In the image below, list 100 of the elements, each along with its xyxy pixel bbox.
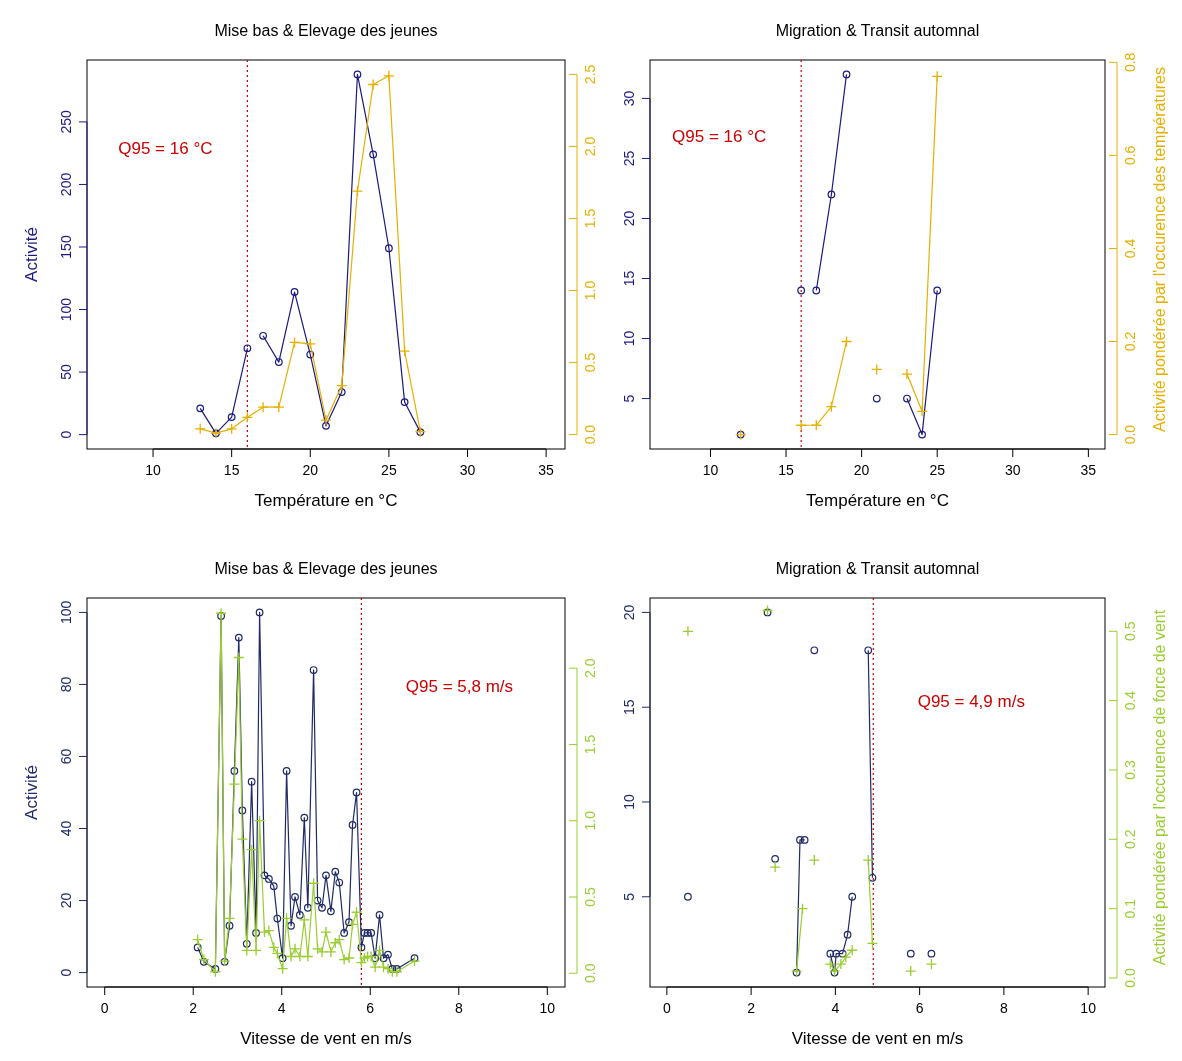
point bbox=[840, 951, 852, 963]
point bbox=[903, 394, 911, 403]
y-tick-label: 100 bbox=[58, 297, 74, 322]
y-axis-title: Activité bbox=[22, 765, 41, 820]
y2-tick-label: 0.2 bbox=[1122, 331, 1138, 352]
point bbox=[236, 833, 248, 845]
point bbox=[238, 806, 247, 815]
point bbox=[840, 335, 853, 348]
point bbox=[215, 607, 227, 619]
x-tick-label: 2 bbox=[189, 1000, 198, 1016]
y-tick-label: 150 bbox=[58, 235, 74, 259]
point bbox=[306, 350, 315, 359]
point bbox=[247, 777, 256, 786]
point bbox=[352, 788, 361, 797]
point bbox=[227, 413, 236, 421]
point bbox=[375, 911, 384, 919]
point bbox=[245, 844, 258, 856]
point bbox=[250, 944, 262, 957]
point bbox=[797, 286, 806, 295]
point bbox=[300, 813, 309, 822]
y2-tick-label: 0.5 bbox=[1122, 621, 1138, 642]
x-tick-label: 10 bbox=[145, 462, 162, 478]
y-tick-label: 10 bbox=[621, 330, 637, 347]
point bbox=[336, 379, 348, 392]
x-tick-label: 8 bbox=[454, 1000, 463, 1016]
point bbox=[763, 608, 772, 617]
point bbox=[298, 914, 310, 926]
y-tick-label: 5 bbox=[621, 892, 637, 901]
point bbox=[295, 911, 304, 919]
point bbox=[329, 937, 341, 949]
x-tick-label: 4 bbox=[831, 1000, 840, 1016]
point bbox=[848, 892, 857, 901]
point bbox=[862, 854, 874, 866]
point bbox=[346, 918, 359, 931]
point bbox=[872, 394, 881, 403]
point bbox=[194, 423, 206, 435]
x-tick-label: 30 bbox=[459, 462, 476, 478]
x-tick-label: 0 bbox=[662, 1000, 671, 1016]
point bbox=[320, 414, 332, 426]
point bbox=[846, 944, 858, 956]
y-tick-label: 30 bbox=[621, 90, 637, 107]
point bbox=[241, 411, 254, 423]
ref-line-label: Q95 = 5,8 m/s bbox=[405, 676, 514, 696]
point bbox=[269, 882, 278, 891]
point bbox=[355, 956, 368, 969]
y-tick-label: 20 bbox=[621, 210, 637, 227]
point bbox=[864, 646, 873, 655]
point bbox=[373, 944, 386, 957]
y2-tick-label: 2.0 bbox=[582, 136, 598, 157]
y-axis-title: Activité bbox=[22, 227, 41, 282]
point bbox=[318, 903, 326, 912]
point bbox=[225, 921, 234, 930]
point bbox=[408, 955, 421, 967]
point bbox=[796, 903, 809, 915]
point bbox=[350, 906, 363, 918]
ref-line-label: Q95 = 16 °C bbox=[672, 126, 767, 146]
y2-tick-label: 1.5 bbox=[582, 734, 598, 755]
point bbox=[363, 929, 372, 937]
x-tick-label: 20 bbox=[302, 462, 319, 478]
x-tick-label: 4 bbox=[277, 1000, 286, 1016]
point bbox=[198, 953, 210, 966]
x-tick-label: 30 bbox=[1005, 462, 1021, 478]
y2-tick-label: 0.5 bbox=[582, 352, 598, 373]
point bbox=[843, 930, 852, 939]
x-tick-label: 20 bbox=[853, 462, 870, 478]
point bbox=[379, 954, 388, 963]
point bbox=[192, 934, 204, 946]
point bbox=[193, 943, 202, 952]
point bbox=[223, 912, 236, 924]
point bbox=[357, 943, 366, 952]
point bbox=[320, 926, 332, 938]
y2-tick-label: 0.0 bbox=[582, 963, 598, 983]
point bbox=[340, 929, 349, 937]
y2-axis-title: Activité pondérée par l'occurence de force de vent bbox=[1151, 609, 1168, 966]
point bbox=[905, 965, 917, 977]
point bbox=[199, 957, 208, 966]
y2-tick-label: 1.5 bbox=[582, 208, 598, 229]
y2-tick-label: 1.0 bbox=[582, 280, 598, 301]
point bbox=[918, 430, 926, 439]
x-tick-label: 6 bbox=[915, 1000, 924, 1016]
point bbox=[259, 331, 267, 340]
y-tick-label: 25 bbox=[621, 150, 637, 167]
point bbox=[234, 633, 243, 642]
point bbox=[385, 244, 393, 253]
x-tick-label: 10 bbox=[702, 462, 719, 478]
point bbox=[384, 950, 392, 959]
ref-line-label: Q95 = 4,9 m/s bbox=[917, 691, 1025, 711]
point bbox=[253, 815, 266, 827]
x-tick-label: 15 bbox=[778, 462, 795, 478]
ref-line-label: Q95 = 16 °C bbox=[118, 138, 213, 158]
x-tick-label: 15 bbox=[223, 462, 240, 478]
point bbox=[369, 961, 381, 973]
point bbox=[808, 854, 820, 866]
point bbox=[838, 949, 847, 958]
point bbox=[832, 949, 841, 958]
point bbox=[290, 288, 299, 296]
point bbox=[827, 190, 836, 199]
point bbox=[304, 338, 316, 350]
y2-tick-label: 0.0 bbox=[1122, 424, 1138, 445]
point bbox=[265, 875, 273, 883]
